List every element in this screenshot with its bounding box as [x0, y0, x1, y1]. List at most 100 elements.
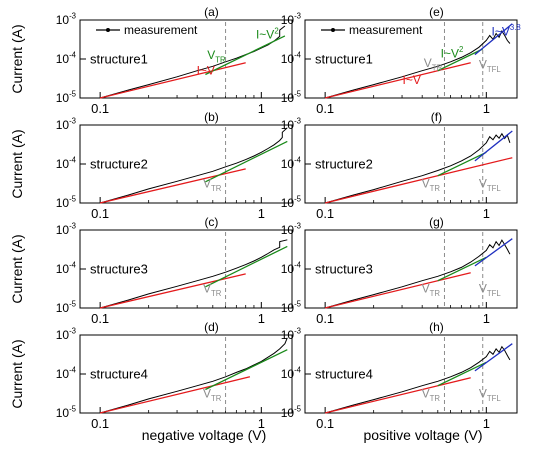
panel-label: (f) [431, 110, 442, 124]
x-tick-label: 1 [483, 101, 490, 116]
structure-label: structure2 [315, 157, 373, 172]
panel-d: 0.1 1 10-5 10-4 10-3 (d) structure4 VTR [56, 320, 293, 431]
x-tick-label: 0.1 [316, 416, 334, 431]
structure-label: structure1 [90, 52, 148, 67]
panel-c: 0.1 1 10-5 10-4 10-3 (c) structure3 VTR [56, 215, 293, 326]
legend-label: measurement [124, 23, 198, 37]
annotation: VTR [422, 386, 441, 403]
y-tick-label: 10-4 [56, 51, 77, 66]
panel-label: (e) [429, 5, 444, 19]
structure-label: structure1 [315, 52, 373, 67]
series-ohmic [99, 376, 251, 414]
y-tick-label: 10-5 [56, 300, 77, 315]
y-tick-label: 10-3 [281, 222, 301, 237]
series-child [437, 151, 487, 177]
y-tick-label: 10-5 [281, 300, 302, 315]
x-tick-label: 1 [258, 206, 265, 221]
y-tick-label: 10-3 [56, 327, 76, 342]
y-tick-label: 10-4 [281, 51, 302, 66]
x-tick-label: 0.1 [316, 101, 334, 116]
series-measurement [99, 127, 288, 204]
structure-label: structure3 [90, 262, 148, 277]
series-child [437, 48, 483, 72]
y-axis-label: Current (A) [9, 339, 25, 408]
series-child [205, 140, 288, 183]
y-tick-label: 10-3 [281, 12, 301, 27]
series-measurement [99, 337, 288, 414]
panel-label: (a) [204, 5, 219, 19]
series-child [437, 256, 487, 282]
y-tick-label: 10-3 [56, 222, 76, 237]
x-tick-label: 1 [483, 311, 490, 326]
x-tick-label: 0.1 [91, 101, 109, 116]
x-tick-label: 0.1 [316, 206, 334, 221]
y-tick-label: 10-5 [56, 405, 77, 420]
x-tick-label: 0.1 [316, 311, 334, 326]
x-tick-label: 0.1 [91, 416, 109, 431]
series-measurement [324, 345, 511, 414]
y-tick-label: 10-4 [281, 156, 302, 171]
series-tfl [474, 238, 513, 267]
x-tick-label: 0.1 [91, 311, 109, 326]
x-tick-label: 1 [483, 206, 490, 221]
series-ohmic [324, 377, 471, 414]
series-ohmic [99, 168, 246, 204]
x-tick-label: 0.1 [91, 206, 109, 221]
x-tick-label: 1 [483, 416, 490, 431]
panel-label: (d) [204, 320, 219, 334]
panel-b: 0.1 1 10-5 10-4 10-3 (b) structure2 VTR [56, 110, 293, 221]
series-tfl [474, 23, 513, 56]
annotation: VTR [422, 281, 441, 298]
panel-a: 0.1 1 10-5 10-4 10-3 (a) structure1 measurement… [56, 5, 293, 116]
structure-label: structure3 [315, 262, 373, 277]
series-child [205, 349, 288, 391]
series-ohmic [324, 157, 513, 204]
y-tick-label: 10-3 [281, 117, 301, 132]
structure-label: structure4 [90, 367, 148, 382]
series-measurement [324, 132, 511, 204]
structure-label: structure4 [315, 367, 373, 382]
annotation: VTR [422, 176, 441, 193]
annotation: I~V [403, 73, 421, 87]
legend-marker [331, 28, 335, 32]
panel-label: (h) [429, 320, 444, 334]
x-axis-label-left: negative voltage (V) [142, 427, 267, 443]
series-measurement [99, 239, 288, 309]
annotation: VTR [207, 48, 226, 65]
y-tick-label: 10-5 [281, 195, 302, 210]
structure-label: structure2 [90, 157, 148, 172]
series-measurement [324, 30, 511, 99]
y-tick-label: 10-5 [56, 90, 77, 105]
legend-label: measurement [349, 23, 423, 37]
series-tfl [474, 130, 513, 162]
panel-g: 0.1 1 10-5 10-4 10-3 (g) structure3 VTR VTFL [281, 215, 518, 326]
y-tick-label: 10-5 [281, 90, 302, 105]
y-axis-label: Current (A) [9, 234, 25, 303]
series-tfl [474, 343, 513, 372]
y-tick-label: 10-5 [281, 405, 302, 420]
annotation: VTFL [479, 176, 502, 193]
series-ohmic [99, 62, 246, 99]
x-tick-label: 1 [258, 416, 265, 431]
annotation: VTR [203, 386, 222, 403]
panel-h: 0.1 1 10-5 10-4 10-3 (h) structure4 VTR VTFL [281, 320, 518, 431]
annotation: I~V2 [256, 26, 279, 41]
panel-label: (g) [429, 215, 444, 229]
y-tick-label: 10-4 [56, 156, 77, 171]
series-measurement [324, 239, 511, 309]
annotation: VTFL [479, 386, 502, 403]
y-tick-label: 10-4 [56, 261, 77, 276]
y-axis-label: Current (A) [9, 129, 25, 198]
panel-f: 0.1 1 10-5 10-4 10-3 (f) structure2 VTR VTFL [281, 110, 518, 221]
x-tick-label: 1 [258, 101, 265, 116]
y-tick-label: 10-4 [281, 366, 302, 381]
x-axis-label-right: positive voltage (V) [363, 427, 482, 443]
annotation: I~V [197, 64, 215, 78]
series-child [205, 35, 286, 76]
y-tick-label: 10-5 [56, 195, 77, 210]
annotation: VTFL [479, 281, 502, 298]
series-ohmic [324, 62, 471, 99]
annotation: VTR [203, 176, 222, 193]
annotation: I~V3.8 [492, 23, 521, 38]
